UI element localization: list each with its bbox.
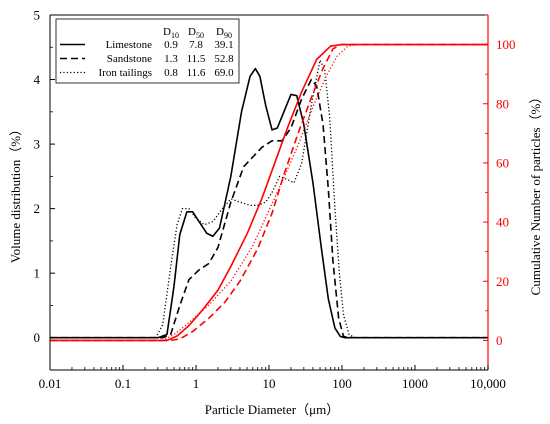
legend-label: Sandstone — [107, 53, 152, 65]
legend-header: D90 — [216, 26, 232, 40]
legend-value: 11.6 — [187, 67, 206, 79]
y-axis-left-label: Volume distribution（%） — [8, 123, 23, 263]
y-right-tick-label: 60 — [496, 155, 509, 170]
y-left-tick-label: 4 — [34, 72, 41, 87]
x-tick-label: 100 — [332, 376, 352, 391]
x-tick-label: 0.1 — [115, 376, 131, 391]
x-tick-label: 1000 — [402, 376, 428, 391]
legend-header: D10 — [163, 26, 179, 40]
legend-value: 0.9 — [164, 39, 178, 51]
legend-box — [55, 18, 240, 84]
y-right-tick-label: 100 — [496, 37, 516, 52]
legend-label: Iron tailings — [99, 67, 152, 79]
series-layer — [50, 43, 488, 342]
x-tick-label: 0.01 — [39, 376, 62, 391]
series-line-cumulative-dashed-cumulative — [50, 43, 488, 342]
x-tick-label: 10,000 — [470, 376, 506, 391]
y-left-tick-label: 1 — [34, 266, 41, 281]
legend-value: 7.8 — [189, 39, 203, 51]
legend: D10 D50 D90 Limestone 0.9 7.8 39.1 Sandstone 1.3… — [55, 18, 240, 84]
y-left-tick-label: 0 — [34, 330, 41, 345]
legend-value: 11.5 — [187, 53, 206, 65]
x-tick-label: 1 — [193, 376, 200, 391]
legend-value: 52.8 — [214, 53, 234, 65]
y-axis-right-label: Cumulative Number of particles（%） — [528, 91, 543, 296]
y-left-tick-label: 2 — [34, 201, 41, 216]
axis-ticks: 0.01 0.1 1 10 100 1000 10,000 0 1 2 3 4 5 0 20 40 60 80 10… — [34, 8, 516, 392]
y-right-tick-label: 80 — [496, 96, 509, 111]
legend-value: 0.8 — [164, 67, 178, 79]
series-line-iron-tailings-volume — [50, 59, 488, 339]
y-right-tick-label: 40 — [496, 215, 509, 230]
y-right-tick-label: 20 — [496, 274, 509, 289]
series-line-cumulative-dotted-cumulative — [50, 43, 488, 342]
legend-label: Limestone — [106, 39, 153, 51]
legend-value: 39.1 — [214, 39, 233, 51]
x-axis-label: Particle Diameter（μm） — [205, 402, 339, 417]
y-right-tick-label: 0 — [496, 333, 503, 348]
legend-header: D50 — [188, 26, 204, 40]
y-left-tick-label: 3 — [34, 137, 41, 152]
legend-value: 69.0 — [214, 67, 234, 79]
y-left-tick-label: 5 — [34, 8, 41, 23]
series-line-limestone-volume — [50, 67, 488, 339]
series-line-cumulative-solid-cumulative — [50, 43, 488, 342]
legend-value: 1.3 — [164, 53, 178, 65]
series-line-sandstone-volume — [50, 78, 488, 339]
x-tick-label: 10 — [263, 376, 276, 391]
